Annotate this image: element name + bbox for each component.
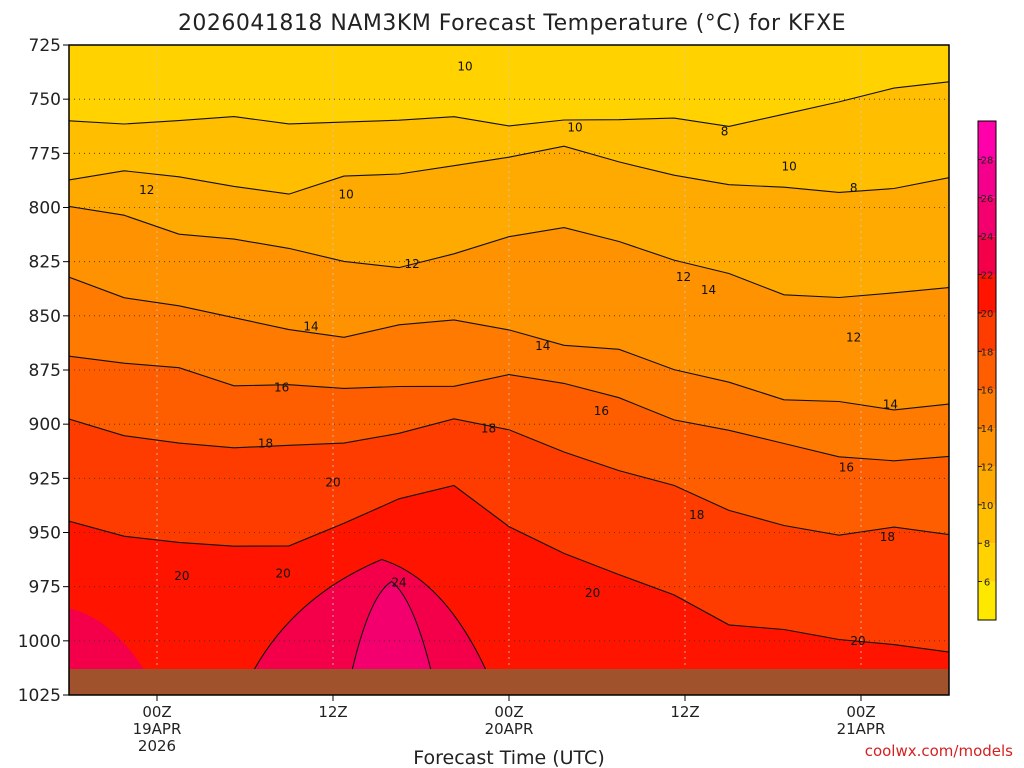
- contour-label-18: 18: [481, 422, 496, 436]
- isotherm-14: [69, 276, 949, 411]
- colorbar-swatch: [978, 504, 996, 544]
- contour-label-10: 10: [339, 188, 354, 202]
- y-tick-label: 1025: [18, 686, 61, 706]
- isotherm-18: [69, 418, 949, 536]
- contour-label-12: 12: [139, 183, 154, 197]
- y-axis: 725 750 775 800 825 850 875 900 925 950 975 1000 102…: [18, 36, 69, 706]
- isotherm-8: [69, 81, 949, 127]
- contour-label-24: 24: [391, 575, 406, 589]
- isotherm-lines: [69, 81, 949, 695]
- colorbar-tick-label: 8: [984, 539, 990, 550]
- isotherm-10: [69, 145, 949, 195]
- credit-text: coolwx.com/models: [865, 742, 1013, 760]
- contour-label-16: 16: [594, 404, 609, 418]
- colorbar-tick-label: 22: [981, 271, 994, 282]
- colorbar-swatch: [978, 236, 996, 275]
- isotherm-warm-core-24: [346, 580, 438, 695]
- contour-label-8: 8: [721, 125, 729, 139]
- y-tick-label: 975: [29, 578, 61, 598]
- y-tick-label: 875: [29, 361, 61, 381]
- contour-label-10: 10: [457, 60, 472, 74]
- colorbar-frame: [977, 120, 997, 621]
- x-axis-label: Forecast Time (UTC): [413, 747, 604, 768]
- colorbar-swatch: [978, 197, 996, 237]
- contour-label-18: 18: [258, 437, 273, 451]
- contour-label-16: 16: [839, 461, 854, 475]
- contour-label-10: 10: [781, 159, 796, 173]
- x-tick-label: 00Z: [142, 703, 171, 721]
- ground-surface: [69, 669, 949, 695]
- y-tick-label: 775: [29, 144, 61, 164]
- colorbar-swatch: [978, 121, 996, 160]
- isotherm-labels: 8 8 10 10 10 10 12 12 12 12 14 14 14 14 16 16 16 18 18 18 18…: [139, 60, 898, 648]
- colorbar-tick-label: 26: [981, 194, 994, 205]
- contour-label-12: 12: [405, 257, 420, 271]
- gridlines: [69, 45, 949, 695]
- y-tick-label: 925: [29, 469, 61, 489]
- colorbar-tick-label: 28: [981, 155, 994, 166]
- colorbar-tick-label: 24: [981, 232, 994, 243]
- contour-label-14: 14: [883, 398, 898, 412]
- contour-label-20: 20: [174, 569, 189, 583]
- colorbar-swatch: [978, 351, 996, 390]
- colorbar-swatch: [978, 543, 996, 582]
- contour-label-14: 14: [535, 339, 550, 353]
- colorbar-swatch: [978, 159, 996, 198]
- colorbar-tick-label: 14: [981, 424, 994, 435]
- colorbar-tick-label: 6: [984, 578, 990, 589]
- contour-label-16: 16: [274, 380, 289, 394]
- y-tick-label: 750: [29, 90, 61, 110]
- contour-label-14: 14: [701, 283, 716, 297]
- contour-label-20: 20: [585, 586, 600, 600]
- y-tick-label: 1000: [18, 632, 61, 652]
- x-tick-label: 19APR: [133, 720, 182, 738]
- y-tick-label: 950: [29, 524, 61, 544]
- band-warm-core-24: [346, 581, 437, 695]
- contour-label-20: 20: [275, 567, 290, 581]
- contour-label-10: 10: [567, 120, 582, 134]
- y-tick-label: 825: [29, 253, 61, 273]
- x-tick-label: 12Z: [670, 703, 699, 721]
- contour-label-8: 8: [850, 181, 858, 195]
- y-tick-label: 900: [29, 415, 61, 435]
- colorbar-tick-label: 12: [981, 462, 994, 473]
- isotherm-warm-core-22: [241, 558, 498, 695]
- x-tick-label: 20APR: [485, 720, 534, 738]
- plot-area: 8 8 10 10 10 10 12 12 12 12 14 14 14 14 16 16 16 18 18 18 18…: [69, 45, 949, 695]
- contour-label-20: 20: [850, 634, 865, 648]
- y-tick-label: 850: [29, 307, 61, 327]
- colorbar-swatch: [978, 428, 996, 467]
- isotherm-16: [69, 355, 949, 462]
- isotherm-20: [69, 484, 949, 653]
- chart-title: 2026041818 NAM3KM Forecast Temperature (…: [178, 11, 846, 36]
- colorbar-swatch: [978, 312, 996, 352]
- contour-label-12: 12: [676, 270, 691, 284]
- contour-label-14: 14: [303, 320, 318, 334]
- x-tick-label: 2026: [138, 737, 176, 755]
- x-tick-label: 00Z: [846, 703, 875, 721]
- y-tick-label: 725: [29, 36, 61, 56]
- colorbar-swatch: [978, 466, 996, 505]
- colorbar-swatch: [978, 389, 996, 429]
- y-tick-label: 800: [29, 199, 61, 219]
- colorbar-tick-label: 20: [981, 309, 994, 320]
- x-tick-label: 12Z: [318, 703, 347, 721]
- contour-label-18: 18: [880, 530, 895, 544]
- colorbar-tick-label: 10: [981, 501, 994, 512]
- contour-label-18: 18: [689, 508, 704, 522]
- colorbar-swatch: [978, 581, 996, 620]
- colorbar-swatch: [978, 274, 996, 313]
- colorbar: 6 8 10 12 14 16 18 20 22 24 26 28: [977, 120, 997, 621]
- ground-fill: [69, 669, 949, 695]
- x-tick-label: 00Z: [494, 703, 523, 721]
- colorbar-tick-label: 18: [981, 347, 994, 358]
- x-tick-label: 21APR: [837, 720, 886, 738]
- contour-label-12: 12: [846, 331, 861, 345]
- contour-label-20: 20: [325, 476, 340, 490]
- colorbar-tick-label: 16: [981, 386, 994, 397]
- isotherm-12: [69, 205, 949, 299]
